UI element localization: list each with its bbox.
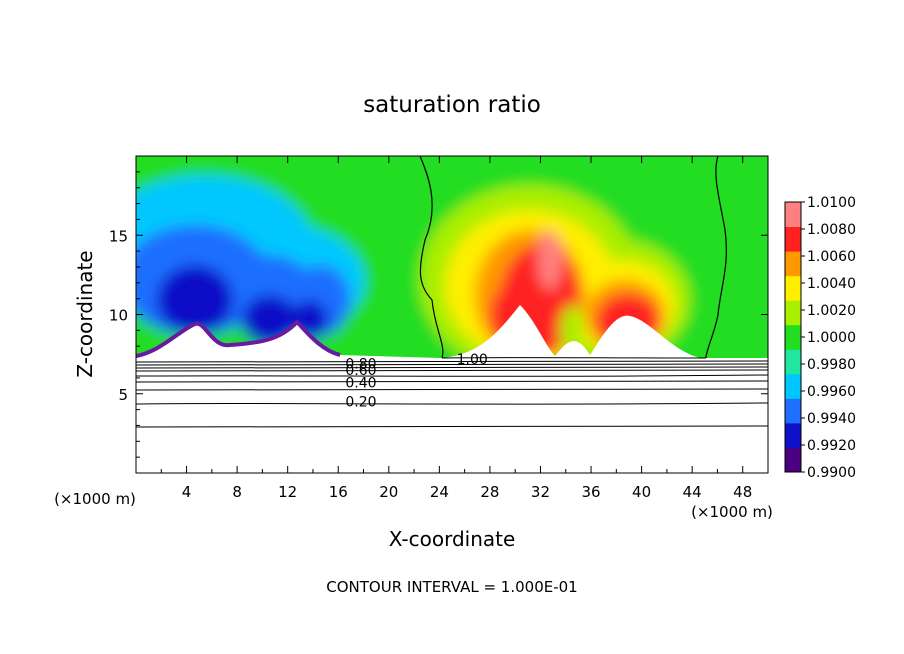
y-axis: 5 10 15 [109, 171, 768, 458]
y-axis-title: Z-coordinate [73, 250, 97, 377]
y-tick-label: 15 [109, 227, 128, 245]
contour-interval-note: CONTOUR INTERVAL = 1.000E-01 [326, 578, 577, 596]
colorbar-label: 1.0020 [807, 303, 856, 319]
colorbar-swatch [785, 226, 801, 252]
contour-label: 1.00 [457, 352, 488, 368]
colorbar: 0.9900 0.9920 0.9940 0.9960 0.9980 1.0000 1.00… [784, 195, 856, 481]
x-tick-label: 8 [232, 483, 242, 501]
colorbar-swatch [785, 275, 801, 301]
contour-labels: 0.800.600.40 0.20 1.00 [345, 352, 487, 411]
colorbar-label: 0.9980 [807, 357, 856, 373]
x-axis-title: X-coordinate [389, 527, 516, 551]
colorbar-label: 0.9960 [807, 384, 856, 400]
contour-label: 0.20 [345, 395, 376, 411]
chart-title: saturation ratio [363, 92, 541, 118]
colorbar-label: 1.0080 [807, 222, 856, 238]
x-tick-label: 36 [581, 483, 600, 501]
x-unit-left: (×1000 m) [54, 490, 136, 508]
colorbar-label: 1.0000 [807, 330, 856, 346]
x-axis: 4 8 12 16 20 24 28 32 36 40 44 48 [160, 156, 752, 501]
x-tick-label: 40 [632, 483, 651, 501]
x-tick-label: 48 [733, 483, 752, 501]
x-unit-right: (×1000 m) [691, 503, 773, 521]
colorbar-swatch [785, 447, 801, 473]
colorbar-swatch [785, 324, 801, 350]
x-tick-label: 32 [531, 483, 550, 501]
colorbar-label: 0.9900 [807, 465, 856, 481]
x-tick-label: 12 [278, 483, 297, 501]
contour-label: 0.80 [345, 357, 376, 373]
contour-label: 0.60 [345, 363, 376, 379]
colorbar-swatch [785, 373, 801, 399]
contour-label: 0.40 [345, 376, 376, 392]
colorbar-label: 1.0060 [807, 249, 856, 265]
colorbar-label: 0.9920 [807, 438, 856, 454]
x-tick-label: 20 [379, 483, 398, 501]
colorbar-swatch [785, 422, 801, 448]
colorbar-swatch [785, 398, 801, 424]
y-tick-label: 10 [109, 307, 128, 325]
x-tick-label: 44 [683, 483, 702, 501]
x-tick-label: 24 [430, 483, 449, 501]
x-tick-label: 4 [182, 483, 192, 501]
colorbar-swatch [785, 300, 801, 326]
colorbar-swatch [785, 349, 801, 375]
colorbar-label: 1.0100 [807, 195, 856, 211]
x-tick-label: 16 [329, 483, 348, 501]
y-tick-label: 5 [118, 386, 128, 404]
colorbar-swatch [785, 202, 801, 228]
heatmap-field [136, 156, 768, 473]
x-tick-label: 28 [480, 483, 499, 501]
colorbar-label: 1.0040 [807, 276, 856, 292]
colorbar-swatch [785, 251, 801, 277]
colorbar-label: 0.9940 [807, 411, 856, 427]
